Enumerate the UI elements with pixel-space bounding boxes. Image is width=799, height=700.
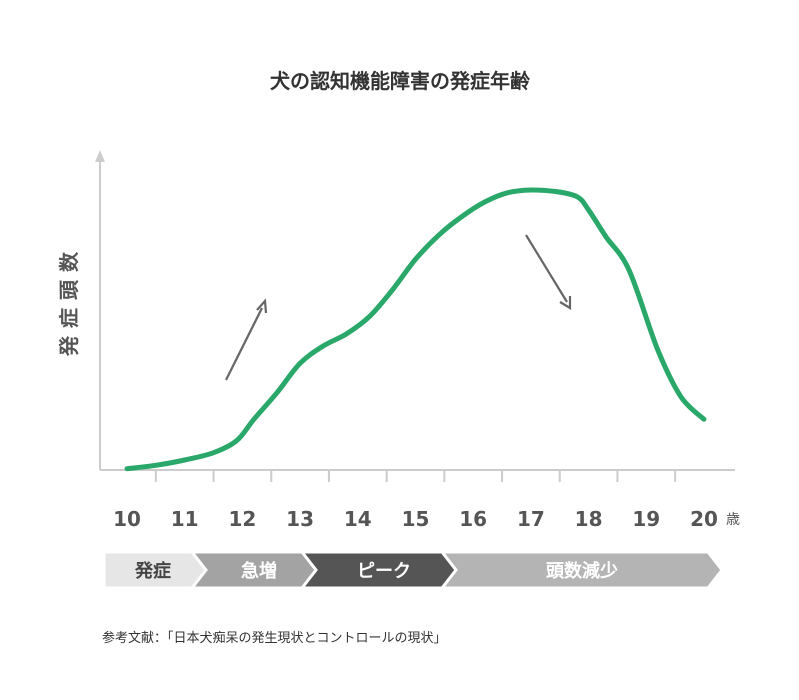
x-axis-unit: 歳 (726, 512, 740, 528)
x-tick-label: 10 (113, 507, 141, 531)
x-tick-label: 16 (459, 507, 487, 531)
stage-label: 頭数減少 (546, 560, 618, 582)
trend-arrow-up (225, 298, 268, 381)
x-tick-label: 14 (344, 507, 372, 531)
trend-arrow-down (525, 234, 572, 310)
x-tick-label: 12 (228, 507, 256, 531)
stage-bar: 発症 急増 ピーク 頭数減少 (102, 550, 724, 590)
x-tick-label: 15 (402, 507, 430, 531)
stage-4: 頭数減少 (438, 550, 724, 590)
y-axis-arrow (95, 150, 105, 162)
stage-shape (438, 550, 724, 590)
x-tick-label: 19 (632, 507, 660, 531)
stage-label: 発症 (134, 560, 171, 582)
axes (95, 150, 735, 471)
y-axis-label: 発症頭数 (57, 244, 81, 357)
chart-title: 犬の認知機能障害の発症年齢 (270, 69, 531, 93)
x-tick-label: 13 (286, 507, 314, 531)
stage-label: 急増 (241, 560, 277, 582)
stage-1: 発症 (102, 550, 218, 590)
reference-note: 参考文献：「日本犬痴呆の発生現状とコントロールの現状」 (102, 630, 447, 646)
stage-label: ピーク (357, 561, 411, 582)
x-tick-labels: 10 11 12 13 14 15 16 17 18 19 20 (113, 507, 718, 531)
x-tick-label: 18 (575, 507, 603, 531)
x-tick-label: 20 (690, 507, 718, 531)
stage-3: ピーク (298, 550, 468, 590)
x-ticks (154, 470, 677, 482)
x-tick-label: 11 (171, 507, 199, 531)
x-tick-label: 17 (517, 507, 545, 531)
series-line (124, 187, 707, 472)
